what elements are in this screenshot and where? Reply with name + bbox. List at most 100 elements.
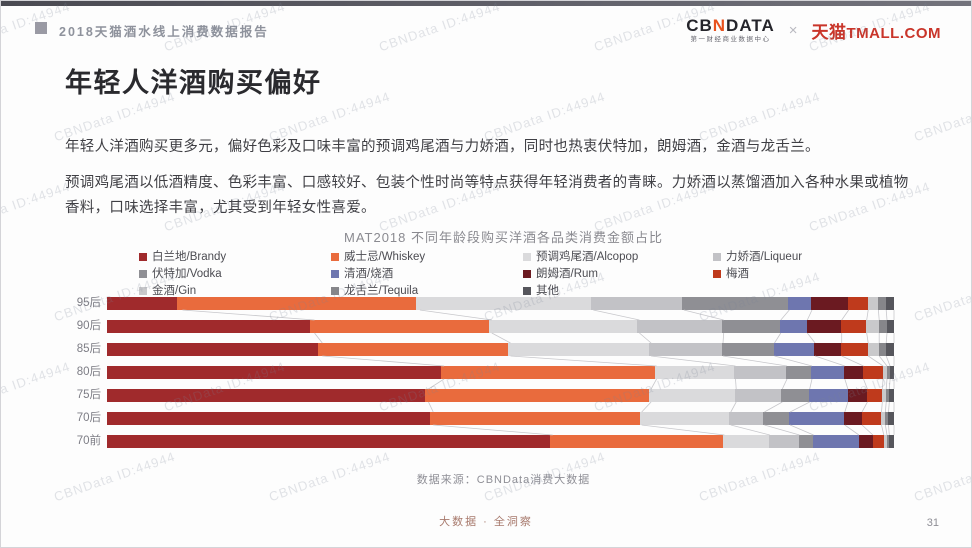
bar-segment [429,412,640,425]
bar-segment [789,412,845,425]
bar-segment [885,412,889,425]
legend-label: 伏特加/Vodka [152,268,222,280]
bar-segment [416,297,591,310]
bar-segment [861,412,882,425]
bar-segment [858,435,873,448]
legend-swatch-icon [523,270,531,278]
bar-segment [886,320,894,333]
bar-segment [649,343,722,356]
chart-title: MAT2018 不同年龄段购买洋酒各品类消费金额占比 [343,230,663,245]
watermark: CBNData ID:44944 [0,358,73,415]
cbndata-logo-subtitle: 第一财经商业数据中心 [690,36,771,43]
y-axis-label: 70前 [76,435,101,447]
bar-segment [788,297,812,310]
bar-segment [729,412,764,425]
legend-swatch-icon [139,287,147,295]
bar-segment [867,389,883,402]
bar-segment [786,366,812,379]
report-title: 2018天猫酒水线上消费数据报告 [59,25,269,39]
bar-track [107,389,894,402]
bar-segment [107,412,430,425]
legend-label: 威士忌/Whiskey [344,251,426,263]
legend-item: 龙舌兰/Tequila [331,284,523,298]
bar-segment [883,435,887,448]
page-title: 年轻人洋酒购买偏好 [65,68,322,98]
bar-segment [886,435,890,448]
bar-segment [886,366,890,379]
bar-row-70后: 70后 [66,412,894,425]
bar-segment [886,343,894,356]
data-source-note: 数据来源：CBNData消费大数据 [416,474,591,486]
bar-segment [886,297,894,310]
bar-segment [107,343,318,356]
legend-label: 力娇酒/Liqueur [726,251,803,263]
bar-segment [550,435,724,448]
bar-segment [107,297,178,310]
watermark: CBNData ID:44944 [912,269,972,325]
square-bullet-icon [35,22,47,34]
bar-segment [723,435,769,448]
legend-item: 其他 [523,284,713,298]
chart-legend: 白兰地/Brandy 威士忌/Whiskey 预调鸡尾酒/Alcopop 力娇酒/Li… [139,250,899,298]
bar-segment [812,435,859,448]
watermark: CBNData ID:44944 [912,449,972,505]
bar-row-95后: 95后 [66,297,894,310]
bar-segment [424,389,650,402]
bar-segment [841,320,867,333]
bar-segment [781,389,809,402]
top-edge-strip [1,1,971,6]
bar-segment [107,435,551,448]
bar-segment [722,320,780,333]
legend-swatch-icon [523,287,531,295]
legend-swatch-icon [713,253,721,261]
header: 2018天猫酒水线上消费数据报告 CBNDATA 第一财经商业数据中心 × 天猫… [35,17,941,51]
bar-segment [811,366,845,379]
bar-segment [735,389,782,402]
bar-track [107,412,894,425]
legend-item: 预调鸡尾酒/Alcopop [523,250,713,264]
bar-segment [886,389,890,402]
legend-label: 梅酒 [726,268,749,280]
bar-segment [637,320,723,333]
bar-segment [721,343,774,356]
bar-segment [866,320,879,333]
logo-group: CBNDATA 第一财经商业数据中心 × 天猫TMALL.COM [686,17,941,44]
bar-segment [773,343,815,356]
multiply-separator-icon: × [788,21,798,39]
bar-segment [654,366,735,379]
stacked-bar-chart: 95后 90后 85后 80后 75后 70后 70前 [66,297,895,458]
bar-track [107,343,894,356]
bar-segment [639,412,730,425]
bar-segment [768,435,799,448]
y-axis-label: 85后 [76,343,101,355]
bar-segment [798,435,813,448]
bar-segment [878,297,887,310]
bar-track [107,435,894,448]
legend-swatch-icon [331,270,339,278]
bar-segment [882,389,887,402]
legend-item: 朗姆酒/Rum [523,267,713,281]
bar-segment [763,412,790,425]
legend-item: 梅酒 [713,267,873,281]
legend-swatch-icon [139,270,147,278]
bar-segment [811,297,849,310]
bar-segment [878,320,887,333]
bar-segment [317,343,508,356]
legend-label: 金酒/Gin [152,285,197,297]
legend-label: 其他 [536,285,559,297]
bar-segment [779,320,807,333]
page-number: 31 [926,517,939,529]
legend-label: 清酒/烧酒 [344,268,394,280]
body-paragraph-2: 预调鸡尾酒以低酒精度、色彩丰富、口感较好、包装个性时尚等特点获得年轻消费者的青睐… [65,175,909,217]
bar-row-85后: 85后 [66,343,894,356]
bar-segment [890,366,894,379]
legend-item: 伏特加/Vodka [139,267,331,281]
tmall-logo: 天猫TMALL.COM [811,22,941,42]
bar-segment [107,366,441,379]
legend-swatch-icon [523,253,531,261]
bar-segment [844,366,864,379]
bar-segment [847,389,868,402]
bar-segment [107,320,311,333]
bar-segment [107,389,425,402]
